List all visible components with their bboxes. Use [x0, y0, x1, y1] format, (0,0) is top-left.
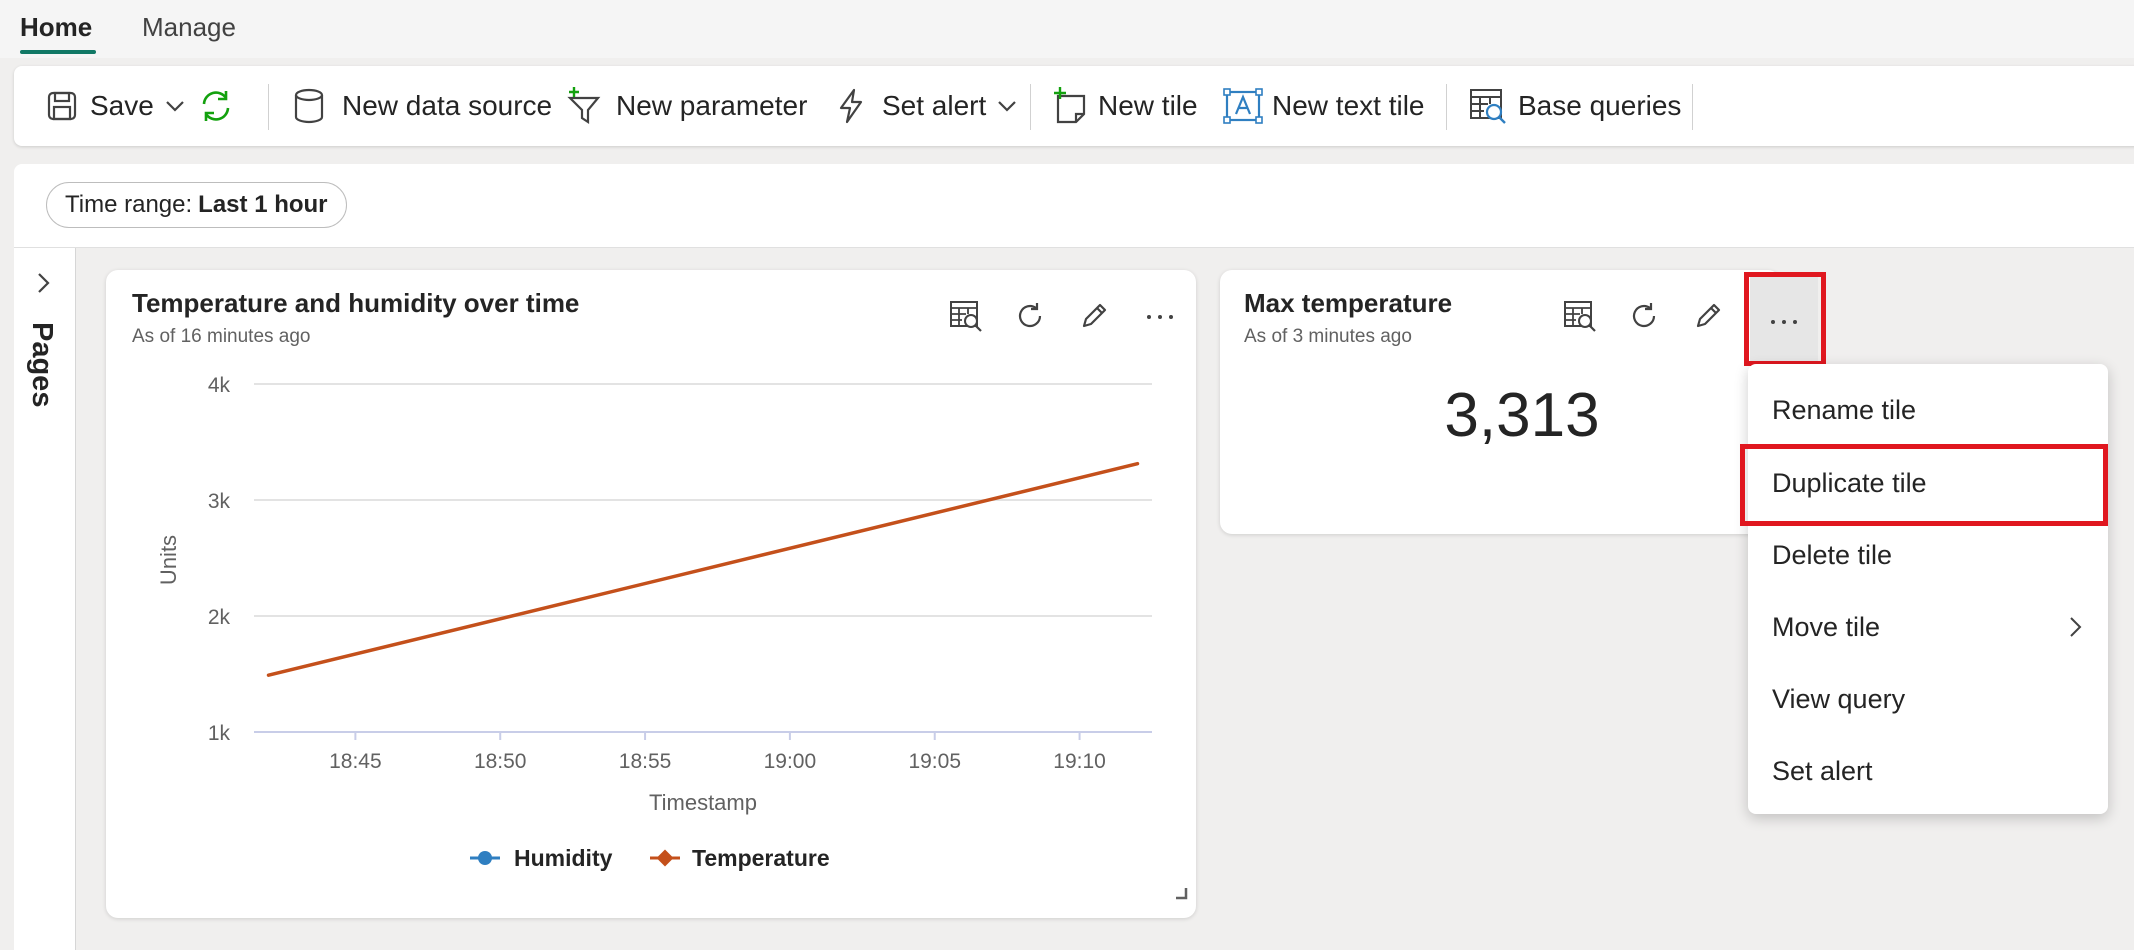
explore-data-button[interactable]	[1560, 298, 1600, 338]
ribbon-divider	[268, 84, 269, 130]
refresh-tile-button[interactable]	[1010, 298, 1050, 338]
chevron-right-icon	[2066, 614, 2084, 647]
pages-pane: Pages	[14, 248, 76, 950]
refresh-icon	[196, 86, 236, 126]
pencil-icon	[1693, 301, 1723, 336]
tile-context-menu: Rename tile Duplicate tile Delete tile M…	[1748, 364, 2108, 814]
menu-item-label: Move tile	[1772, 611, 1881, 642]
database-icon	[292, 88, 326, 124]
parameter-bar: Time range: Last 1 hour	[14, 164, 2134, 248]
tab-home[interactable]: Home	[20, 12, 93, 42]
menu-item-view-query[interactable]: View query	[1772, 683, 1906, 714]
highlight-box	[1740, 444, 2108, 526]
table-search-icon	[948, 298, 984, 339]
menu-item-delete-tile[interactable]: Delete tile	[1772, 539, 1893, 570]
ribbon-toolbar: Save New data source New parameter Set a…	[14, 66, 2134, 146]
set-alert-button[interactable]: Set alert	[836, 66, 1018, 146]
tile-timestamp: As of 3 minutes ago	[1244, 326, 1412, 347]
chevron-down-icon[interactable]	[996, 95, 1018, 117]
x-tick-label: 18:55	[619, 750, 672, 773]
more-options-button[interactable]	[1140, 298, 1180, 338]
more-options-button-active[interactable]	[1750, 276, 1818, 362]
tab-manage[interactable]: Manage	[142, 12, 236, 42]
ribbon-divider	[1030, 84, 1031, 130]
new-tile-label: New tile	[1098, 90, 1198, 121]
save-icon	[46, 90, 78, 122]
ellipsis-icon	[1769, 314, 1799, 332]
legend-label-temperature: Temperature	[692, 845, 830, 871]
series-line-temperature	[266, 461, 1140, 677]
refresh-button[interactable]	[196, 66, 236, 146]
menu-item-set-alert[interactable]: Set alert	[1772, 755, 1873, 786]
pages-label[interactable]: Pages	[26, 322, 58, 408]
legend-diamond-temperature	[656, 849, 674, 867]
base-queries-label: Base queries	[1518, 90, 1682, 121]
tile-title: Temperature and humidity over time	[132, 288, 580, 318]
table-search-icon	[1562, 298, 1598, 339]
new-data-source-label: New data source	[342, 90, 553, 121]
new-parameter-button[interactable]: New parameter	[566, 66, 807, 146]
ribbon-divider	[1692, 84, 1693, 130]
legend-label-humidity: Humidity	[514, 845, 613, 871]
text-tile-icon	[1222, 86, 1264, 126]
y-axis-label: Units	[156, 535, 181, 585]
legend: Humidity Temperature	[470, 845, 830, 871]
table-search-icon	[1468, 86, 1508, 126]
chart-tile: Temperature and humidity over time As of…	[106, 270, 1196, 918]
chevron-right-icon[interactable]	[32, 270, 54, 301]
time-range-value: Last 1 hour	[198, 191, 328, 218]
filter-add-icon	[566, 86, 604, 126]
save-label: Save	[90, 90, 154, 121]
new-tile-icon	[1052, 86, 1090, 126]
set-alert-label: Set alert	[882, 90, 987, 121]
new-text-tile-label: New text tile	[1272, 90, 1425, 121]
x-tick-label: 19:10	[1053, 750, 1106, 773]
edit-tile-button[interactable]	[1074, 298, 1114, 338]
legend-item-temperature[interactable]: Temperature	[650, 845, 830, 871]
tile-timestamp: As of 16 minutes ago	[132, 326, 311, 347]
lightning-icon	[836, 88, 866, 124]
time-range-filter[interactable]: Time range: Last 1 hour	[46, 182, 347, 228]
y-tick-label: 2k	[208, 606, 231, 629]
chevron-down-icon[interactable]	[164, 95, 186, 117]
x-tick-label: 19:00	[764, 750, 817, 773]
new-tile-button[interactable]: New tile	[1052, 66, 1198, 146]
new-parameter-label: New parameter	[616, 90, 808, 121]
time-range-prefix: Time range:	[65, 191, 193, 218]
menu-item-move-tile[interactable]: Move tile	[1748, 596, 2108, 658]
stat-value: 3,313	[1444, 381, 1600, 450]
menu-item-rename-tile[interactable]: Rename tile	[1772, 394, 1917, 425]
x-tick-label: 18:50	[474, 750, 527, 773]
ribbon-divider	[1446, 84, 1447, 130]
x-tick-label: 19:05	[908, 750, 961, 773]
refresh-icon	[1629, 301, 1659, 336]
tab-bar: Home Manage	[0, 0, 2134, 58]
refresh-icon	[1015, 301, 1045, 336]
base-queries-button[interactable]: Base queries	[1468, 66, 1681, 146]
stat-tile: Max temperature As of 3 minutes ago 3,31…	[1220, 270, 1780, 534]
new-text-tile-button[interactable]: New text tile	[1222, 66, 1425, 146]
y-tick-label: 4k	[208, 374, 231, 397]
highlight-box	[1744, 272, 1826, 366]
x-tick-label: 18:45	[329, 750, 382, 773]
x-axis-label: Timestamp	[649, 790, 757, 815]
legend-dot-humidity	[478, 851, 492, 865]
tile-title: Max temperature	[1244, 288, 1453, 318]
y-tick-label: 1k	[208, 722, 231, 745]
active-tab-indicator	[20, 50, 96, 54]
explore-data-button[interactable]	[946, 298, 986, 338]
new-data-source-button[interactable]: New data source	[292, 66, 552, 146]
pencil-icon	[1079, 301, 1109, 336]
menu-item-duplicate-tile[interactable]: Duplicate tile	[1772, 467, 1927, 498]
legend-item-humidity[interactable]: Humidity	[470, 845, 613, 871]
ellipsis-icon	[1145, 309, 1175, 327]
resize-handle-icon[interactable]	[1176, 888, 1188, 900]
save-button[interactable]: Save	[46, 66, 186, 146]
edit-tile-button[interactable]	[1688, 298, 1728, 338]
y-tick-label: 3k	[208, 490, 231, 513]
refresh-tile-button[interactable]	[1624, 298, 1664, 338]
